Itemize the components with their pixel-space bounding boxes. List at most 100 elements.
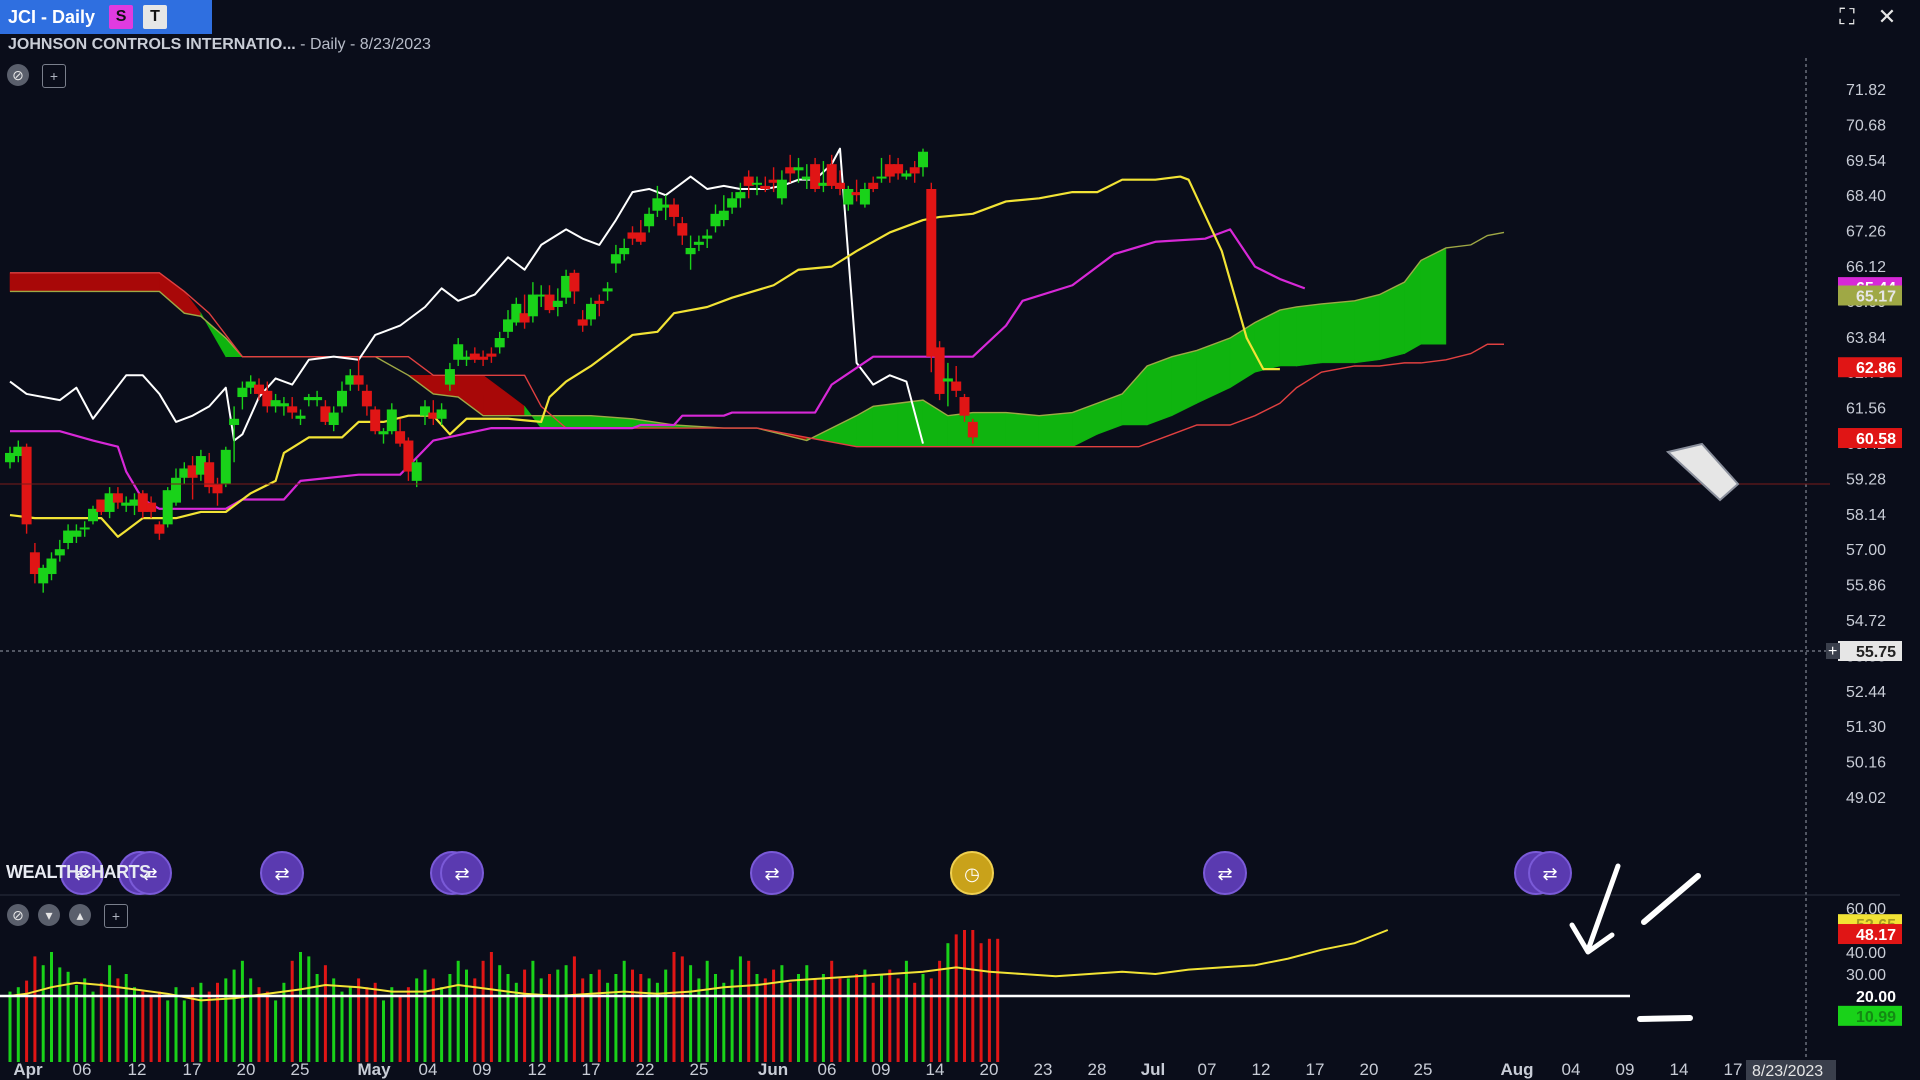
panel-settings-icon[interactable]: ⊘ — [7, 904, 29, 926]
oscillator-bar — [290, 960, 294, 1062]
panel-down-icon[interactable]: ▾ — [38, 904, 60, 926]
oscillator-bar — [531, 960, 535, 1062]
candle-body — [835, 182, 845, 189]
candle-body — [776, 179, 787, 199]
candle-body — [635, 232, 646, 242]
candle-body — [901, 173, 912, 177]
candle-body — [29, 552, 40, 575]
candle-body — [96, 499, 107, 512]
candle-body — [411, 462, 422, 481]
oscillator-bar — [805, 965, 809, 1062]
fullscreen-icon[interactable]: ⛶ — [1839, 4, 1855, 29]
oscillator-panel — [0, 929, 1630, 1062]
oscillator-bar — [672, 952, 676, 1062]
candle-body — [702, 235, 713, 239]
oscillator-bar — [564, 965, 568, 1062]
chart-settings-icon[interactable]: ⊘ — [7, 64, 29, 86]
oscillator-bar — [224, 978, 228, 1062]
candle-body — [195, 456, 206, 475]
oscillator-bar — [722, 982, 726, 1062]
oscillator-bar — [489, 952, 493, 1062]
date-tick-label: 23 — [1034, 1060, 1053, 1079]
dividend-split-icon — [1203, 851, 1247, 895]
candle-body — [503, 319, 513, 332]
price-tick-label: 68.40 — [1846, 188, 1886, 205]
candle-body — [303, 397, 314, 401]
close-icon[interactable]: ✕ — [1877, 4, 1897, 29]
oscillator-bar — [589, 974, 593, 1062]
oscillator-bar — [572, 956, 576, 1062]
oscillator-bar — [664, 969, 668, 1062]
cloud-segment — [524, 405, 542, 429]
candle-body — [586, 303, 596, 320]
candle-body — [602, 288, 613, 292]
cloud-segment — [1171, 350, 1198, 417]
oscillator-bar — [182, 1000, 186, 1062]
date-tick-label: 25 — [291, 1060, 310, 1079]
chart-subtitle: JOHNSON CONTROLS INTERNATIO... - Daily -… — [8, 36, 431, 54]
chart-tab[interactable]: JCI - Daily S T — [0, 0, 212, 34]
oscillator-bar — [124, 974, 128, 1062]
candle-body — [63, 530, 74, 543]
candle-body — [54, 549, 65, 556]
candle-body — [644, 213, 655, 227]
oscillator-bar — [448, 974, 452, 1062]
oscillator-bar — [523, 969, 527, 1062]
panel-up-icon[interactable]: ▴ — [69, 904, 91, 926]
candle-body — [486, 353, 497, 357]
oscillator-value-badge-box — [1838, 924, 1902, 945]
tag-s-button[interactable]: S — [109, 5, 134, 29]
oscillator-bar — [830, 960, 834, 1062]
candle-body — [461, 356, 472, 360]
tag-t-button[interactable]: T — [143, 5, 168, 29]
oscillator-bottom-badge: 10.99 — [1856, 1009, 1896, 1026]
oscillator-bar — [66, 971, 70, 1062]
oscillator-bar — [382, 1000, 385, 1062]
oscillator-value-badge: 48.17 — [1856, 927, 1896, 944]
candle-body — [171, 477, 181, 503]
candle-body — [967, 421, 978, 438]
oscillator-bar — [730, 969, 734, 1062]
cloud-segment — [1229, 321, 1256, 389]
oscillator-bar — [398, 996, 402, 1062]
candle-body — [204, 462, 215, 488]
dividend-split-icon — [60, 851, 104, 895]
price-tick-label: 57.00 — [1846, 542, 1886, 559]
earnings-clock-icon — [950, 851, 994, 895]
date-tick-label: Jul — [1141, 1060, 1166, 1079]
date-tick-label: 09 — [872, 1060, 891, 1079]
candle-body — [237, 387, 248, 398]
candle-body — [378, 431, 389, 435]
date-tick-label: 07 — [1198, 1060, 1217, 1079]
oscillator-bar — [83, 978, 87, 1062]
candle-body — [79, 527, 90, 530]
oscillator-bar — [406, 987, 410, 1062]
candle-body — [652, 198, 663, 211]
tenkan-sen-line — [9, 175, 1280, 538]
oscillator-bar — [880, 974, 883, 1062]
add-indicator-icon[interactable]: + — [42, 64, 66, 88]
date-badge: 8/23/2023 — [1752, 1063, 1823, 1080]
candle-body — [453, 344, 464, 360]
oscillator-bar — [25, 980, 29, 1062]
panel-add-icon[interactable]: + — [104, 904, 128, 928]
chart-period: - Daily - 8/23/2023 — [300, 36, 431, 53]
last-price-badge-box — [1838, 428, 1902, 449]
prev-close-badge: 62.86 — [1856, 360, 1896, 377]
oscillator-bar — [855, 974, 859, 1062]
candle-body — [287, 406, 298, 413]
candle-body — [577, 319, 588, 326]
dividend-split-icon — [750, 851, 794, 895]
candle-body — [38, 567, 49, 584]
date-tick-label: 06 — [73, 1060, 92, 1079]
dividend-split-icon — [1528, 851, 1572, 895]
candle-body — [544, 294, 555, 311]
senkou-span-b-line — [10, 272, 1504, 448]
span-price-badge-box — [1838, 285, 1902, 306]
candle-body — [876, 176, 887, 179]
annotation-dash — [1637, 1015, 1693, 1022]
date-tick-label: Aug — [1500, 1060, 1533, 1079]
candle-body — [868, 182, 879, 189]
oscillator-bar — [332, 978, 336, 1062]
